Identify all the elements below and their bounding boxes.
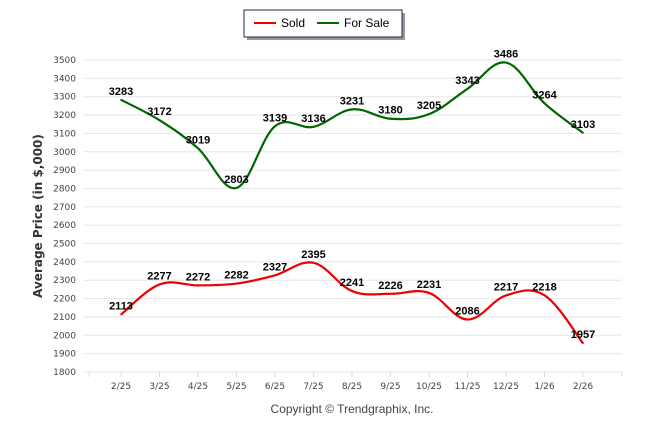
data-label-sold: 2086: [455, 306, 479, 318]
data-point-for-sale: [158, 119, 161, 121]
data-point-for-sale: [235, 187, 238, 189]
data-label-sold: 1957: [571, 329, 595, 341]
data-point-sold: [312, 262, 315, 264]
x-tick-label: 11/25: [455, 382, 481, 392]
data-label-sold: 2327: [263, 261, 287, 273]
data-point-sold: [351, 290, 353, 292]
x-tick-label: 7/25: [303, 382, 323, 392]
y-tick-label: 2500: [53, 240, 76, 250]
data-point-sold: [158, 283, 161, 286]
x-tick-label: 12/25: [493, 382, 519, 392]
data-label-for-sale: 3343: [455, 75, 479, 87]
data-labels: 2113 2277 2272 2282 2327 2395 2241 2226 2231 2086…: [109, 49, 595, 342]
series-lines: [120, 61, 584, 344]
data-label-for-sale: 3283: [109, 86, 133, 98]
data-label-sold: 2113: [109, 301, 133, 313]
y-tick-label: 2600: [53, 221, 76, 231]
data-label-for-sale: 2803: [224, 174, 248, 186]
data-label-for-sale: 3172: [147, 106, 171, 118]
data-label-for-sale: 3019: [186, 134, 210, 146]
data-label-sold: 2241: [340, 277, 364, 289]
data-point-for-sale: [582, 132, 584, 134]
y-tick-label: 2400: [53, 258, 76, 268]
y-tick-label: 2300: [53, 276, 76, 286]
x-tick-label: 5/25: [226, 382, 246, 392]
data-label-sold: 2277: [147, 270, 171, 282]
data-point-sold: [466, 318, 469, 321]
y-tick-label: 3500: [53, 56, 76, 66]
x-tick-label: 4/25: [188, 382, 208, 392]
x-tick-label: 3/25: [149, 382, 169, 392]
data-point-for-sale: [543, 102, 546, 105]
y-tick-label: 3300: [53, 93, 76, 103]
y-axis-ticks: 1800 1900 2000 2100 2200 2300 2400 2500 2600 2700…: [53, 56, 76, 378]
data-label-for-sale: 3264: [532, 89, 557, 101]
data-label-for-sale: 3205: [417, 100, 441, 112]
y-tick-label: 2100: [53, 313, 76, 323]
y-tick-label: 2800: [53, 184, 76, 194]
y-tick-label: 2000: [53, 331, 76, 341]
x-tick-label: 2/26: [573, 382, 593, 392]
data-label-sold: 2218: [532, 281, 556, 293]
data-label-for-sale: 3103: [571, 119, 595, 131]
data-point-for-sale: [274, 125, 276, 128]
y-tick-label: 2200: [53, 295, 76, 305]
data-point-for-sale: [120, 99, 122, 101]
x-tick-label: 6/25: [265, 382, 285, 392]
y-tick-label: 1900: [53, 350, 76, 360]
x-tick-label: 10/25: [416, 382, 442, 392]
data-point-sold: [274, 274, 276, 277]
data-point-sold: [235, 282, 238, 285]
data-label-sold: 2272: [186, 271, 210, 283]
x-axis-ticks: 2/25 3/25 4/25 5/25 6/25 7/25 8/25 9/25 10/25 11/…: [88, 372, 623, 392]
data-point-sold: [543, 294, 546, 297]
data-point-for-sale: [389, 117, 392, 120]
copyright-footer: Copyright © Trendgraphix, Inc.: [271, 402, 434, 416]
gridlines: [83, 59, 622, 373]
data-point-sold: [120, 313, 122, 316]
data-label-sold: 2282: [224, 270, 248, 282]
y-tick-label: 3400: [53, 74, 76, 84]
data-label-sold: 2217: [494, 281, 518, 293]
y-tick-label: 3200: [53, 111, 76, 121]
y-axis-label: Average Price (in $,000): [31, 134, 45, 298]
x-tick-label: 9/25: [380, 382, 400, 392]
data-label-for-sale: 3139: [263, 112, 287, 124]
data-point-for-sale: [505, 61, 507, 64]
data-label-for-sale: 3180: [378, 105, 402, 117]
data-point-for-sale: [197, 147, 199, 150]
y-tick-label: 2900: [53, 166, 76, 176]
data-label-sold: 2395: [301, 249, 325, 261]
data-point-sold: [389, 293, 392, 295]
data-point-sold: [197, 284, 199, 287]
y-tick-label: 3000: [53, 148, 76, 158]
data-point-for-sale: [351, 108, 353, 111]
data-point-sold: [505, 294, 507, 297]
x-tick-label: 8/25: [342, 382, 362, 392]
data-label-for-sale: 3136: [301, 113, 325, 125]
data-label-sold: 2226: [378, 280, 402, 292]
data-point-sold: [428, 292, 430, 294]
x-tick-label: 2/25: [111, 382, 131, 392]
data-point-for-sale: [466, 88, 469, 90]
data-label-for-sale: 3231: [340, 95, 364, 107]
series-line-for-sale: [120, 61, 584, 190]
legend-label-for-sale: For Sale: [344, 16, 390, 30]
data-point-sold: [582, 342, 584, 344]
legend-label-sold: Sold: [281, 16, 305, 30]
data-point-for-sale: [428, 113, 430, 115]
y-tick-label: 2700: [53, 203, 76, 213]
data-label-for-sale: 3486: [494, 49, 518, 61]
y-tick-label: 1800: [53, 368, 76, 378]
data-label-sold: 2231: [417, 279, 441, 291]
x-tick-label: 1/26: [534, 382, 554, 392]
legend: Sold For Sale: [243, 9, 405, 40]
y-tick-label: 3100: [53, 129, 76, 139]
data-point-for-sale: [312, 126, 315, 128]
